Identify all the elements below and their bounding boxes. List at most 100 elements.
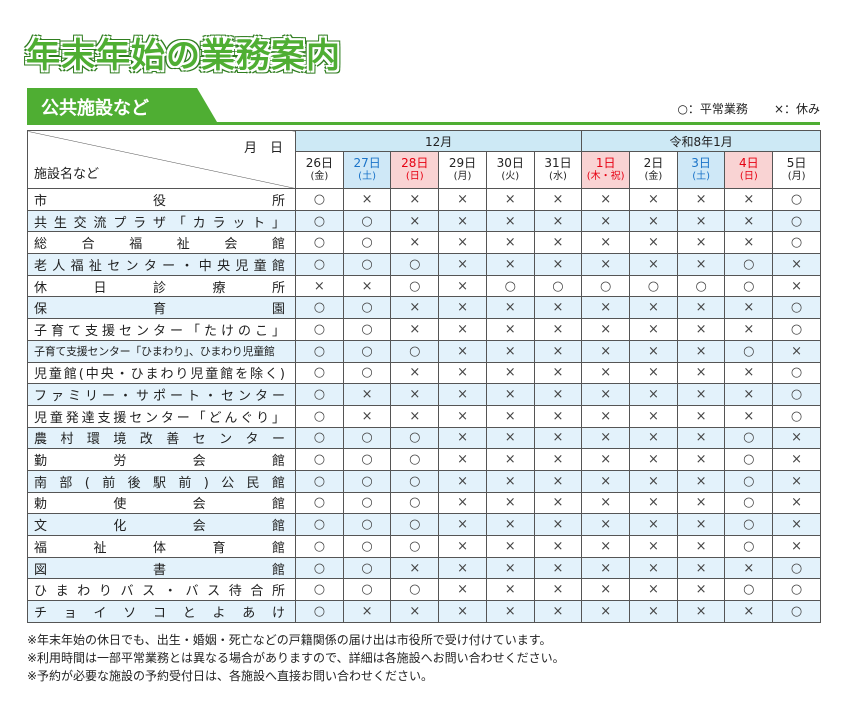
status-cell: × xyxy=(724,231,774,255)
status-cell: × xyxy=(390,188,440,211)
status-cell: × xyxy=(629,578,678,602)
status-cell: × xyxy=(438,556,487,580)
status-cell: × xyxy=(629,383,678,406)
status-cell: × xyxy=(438,535,487,558)
status-cell: × xyxy=(772,339,821,363)
day: 3日 (土) xyxy=(676,151,726,189)
status-cell: × xyxy=(533,426,583,450)
status-cell: ○ xyxy=(295,231,344,255)
status-cell: × xyxy=(438,600,487,623)
status-cell: ○ xyxy=(342,513,392,536)
status-cell: × xyxy=(629,556,678,580)
status-cell: × xyxy=(581,188,631,211)
status-cell: ○ xyxy=(295,448,344,471)
status-cell: × xyxy=(438,188,487,211)
status-cell: × xyxy=(581,535,631,558)
status-cell: × xyxy=(629,513,678,536)
status-cell: ○ xyxy=(295,318,344,341)
status-cell: × xyxy=(581,556,631,580)
facility-name: 勤労会館 xyxy=(27,448,296,471)
status-cell: ○ xyxy=(342,535,392,558)
status-cell: × xyxy=(390,404,440,428)
facility-name: 子育て支援センター「ひまわり」、ひまわり児童館 xyxy=(27,339,296,363)
status-cell: × xyxy=(485,404,535,428)
row: 老人福祉センター・中央児童館 ○ ○ ○ × × × × × × ○ × xyxy=(27,253,821,276)
status-cell: ○ xyxy=(295,361,344,385)
status-cell: × xyxy=(676,383,726,406)
month: 令和8年1月 xyxy=(581,130,821,152)
weekday: (月) xyxy=(453,171,472,182)
status-cell: × xyxy=(533,296,583,320)
status-cell: × xyxy=(724,318,774,341)
status-cell: ○ xyxy=(295,296,344,320)
status-cell: ○ xyxy=(342,448,392,471)
status-cell: ○ xyxy=(485,274,535,298)
status-cell: × xyxy=(581,383,631,406)
status-cell: ○ xyxy=(724,491,774,515)
status-cell: × xyxy=(724,600,774,623)
status-cell: × xyxy=(676,209,726,233)
status-cell: ○ xyxy=(772,188,821,211)
day: 4日 (日) xyxy=(724,151,774,189)
status-cell: × xyxy=(676,578,726,602)
schedule-table: 月 日施設名など 12月 令和8年1月 26日 (金) 27日 (土) 28日 (日) 29日 (月… xyxy=(27,130,821,623)
status-cell: × xyxy=(676,188,726,211)
day: 1日 (木・祝) xyxy=(581,151,631,189)
status-cell: × xyxy=(485,296,535,320)
legend-item: ×：休み xyxy=(773,102,820,116)
status-cell: × xyxy=(533,231,583,255)
status-cell: × xyxy=(676,318,726,341)
status-cell: × xyxy=(438,361,487,385)
status-cell: × xyxy=(342,383,392,406)
status-cell: × xyxy=(390,231,440,255)
status-cell: × xyxy=(533,600,583,623)
row: 勤労会館 ○ ○ ○ × × × × × × ○ × xyxy=(27,448,821,471)
header-row: 26日 (金) 27日 (土) 28日 (日) 29日 (月) 30日 (火) 31日 (水) 1日 (木… xyxy=(28,151,821,189)
day-number: 4日 xyxy=(739,156,759,170)
status-cell: × xyxy=(772,469,821,493)
status-cell: ○ xyxy=(342,361,392,385)
status-cell: × xyxy=(533,448,583,471)
status-cell: × xyxy=(629,231,678,255)
weekday: (土) xyxy=(692,171,711,182)
status-cell: × xyxy=(533,556,583,580)
facility-name: 図書館 xyxy=(27,556,296,580)
notes: ※年末年始の休日でも、出生・婚姻・死亡などの戸籍関係の届け出は市役所で受け付けて… xyxy=(27,631,565,685)
row: 共生交流プラザ「カラット」 ○ ○ × × × × × × × × ○ xyxy=(27,209,821,233)
month: 12月 xyxy=(294,130,583,152)
status-cell: × xyxy=(676,361,726,385)
status-cell: × xyxy=(629,426,678,450)
facility-name: チョイソコとよあけ xyxy=(27,600,296,623)
status-cell: ○ xyxy=(342,491,392,515)
status-cell: ○ xyxy=(295,578,344,602)
status-cell: × xyxy=(485,339,535,363)
status-cell: ○ xyxy=(724,513,774,536)
status-cell: ○ xyxy=(724,274,774,298)
status-cell: × xyxy=(629,361,678,385)
section-tab xyxy=(27,88,217,122)
status-cell: ○ xyxy=(724,253,774,276)
day-number: 5日 xyxy=(786,156,807,170)
weekday: (金) xyxy=(644,171,663,182)
status-cell: × xyxy=(724,383,774,406)
status-cell: ○ xyxy=(390,426,440,450)
status-cell: ○ xyxy=(772,556,821,580)
status-cell: ○ xyxy=(724,426,774,450)
weekday: (水) xyxy=(549,171,567,182)
facility-name: 共生交流プラザ「カラット」 xyxy=(27,209,296,233)
status-cell: × xyxy=(438,469,487,493)
status-cell: × xyxy=(485,556,535,580)
status-cell: × xyxy=(772,448,821,471)
day-number: 26日 xyxy=(305,156,333,170)
weekday: (火) xyxy=(501,171,520,182)
status-cell: × xyxy=(676,448,726,471)
status-cell: × xyxy=(485,448,535,471)
status-cell: × xyxy=(485,318,535,341)
status-cell: × xyxy=(438,491,487,515)
status-cell: × xyxy=(629,535,678,558)
status-cell: × xyxy=(676,469,726,493)
status-cell: ○ xyxy=(295,600,344,623)
facility-name: 老人福祉センター・中央児童館 xyxy=(27,253,296,276)
status-cell: × xyxy=(390,600,440,623)
legend-item: ○：平常業務 xyxy=(677,102,748,116)
